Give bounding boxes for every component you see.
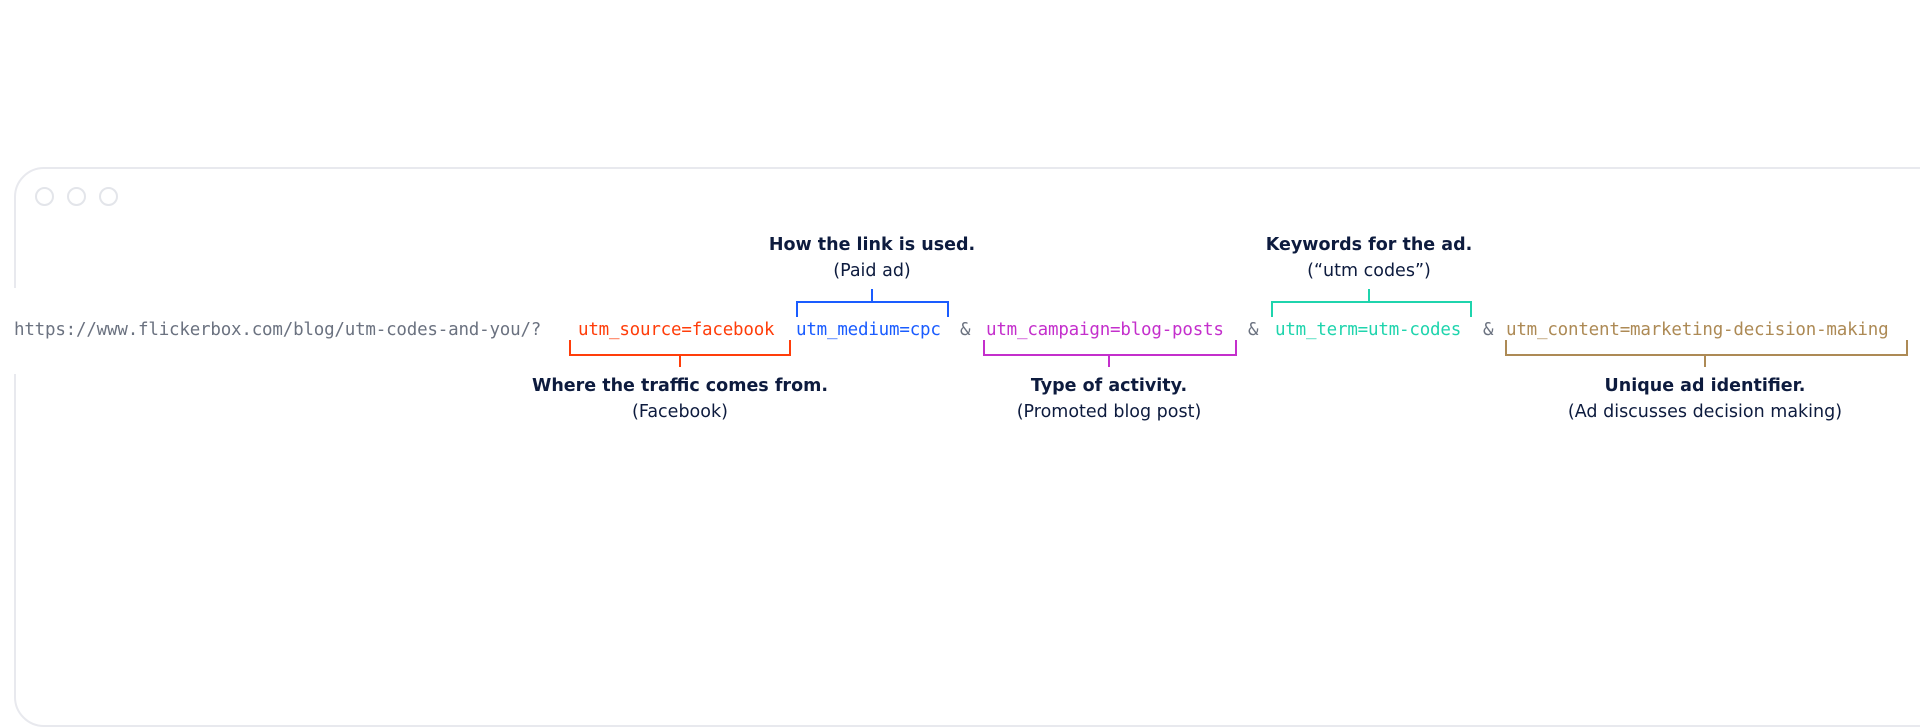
url-base: https://www.flickerbox.com/blog/utm-code… (14, 320, 542, 340)
bracket-utm-content (1505, 340, 1908, 356)
bracket-stem (1108, 355, 1110, 367)
bracket-stem (679, 355, 681, 367)
separator: & (1483, 320, 1494, 340)
annotation-subtitle: (Paid ad) (833, 261, 911, 281)
annotation-title: Where the traffic comes from. (532, 376, 828, 396)
bracket-utm-medium (796, 301, 949, 317)
window-close-dot-icon[interactable] (35, 187, 54, 206)
annotation-utm-content: Unique ad identifier. (Ad discusses deci… (1568, 373, 1842, 425)
param-utm-content: utm_content=marketing-decision-making (1506, 320, 1889, 340)
bracket-utm-campaign (983, 340, 1237, 356)
param-utm-source: utm_source=facebook (578, 320, 775, 340)
annotation-subtitle: (Ad discusses decision making) (1567, 402, 1843, 422)
param-utm-campaign: utm_campaign=blog-posts (986, 320, 1224, 340)
bracket-stem (1704, 355, 1706, 367)
annotation-subtitle: (Promoted blog post) (1016, 402, 1202, 422)
annotation-utm-source: Where the traffic comes from. (Facebook) (532, 373, 828, 425)
bracket-utm-term (1271, 301, 1472, 317)
separator: & (1248, 320, 1259, 340)
annotation-utm-campaign: Type of activity. (Promoted blog post) (1017, 373, 1202, 425)
annotation-utm-medium: How the link is used. (Paid ad) (769, 232, 975, 284)
url-band (0, 288, 1920, 374)
bracket-utm-source (569, 340, 791, 356)
annotation-title: Unique ad identifier. (1604, 376, 1806, 396)
separator: & (960, 320, 971, 340)
window-minimize-dot-icon[interactable] (67, 187, 86, 206)
annotation-title: How the link is used. (768, 235, 976, 255)
param-utm-term: utm_term=utm-codes (1275, 320, 1462, 340)
annotation-title: Type of activity. (1030, 376, 1188, 396)
bracket-stem (871, 289, 873, 301)
param-utm-medium: utm_medium=cpc (796, 320, 941, 340)
window-maximize-dot-icon[interactable] (99, 187, 118, 206)
annotation-subtitle: (Facebook) (632, 402, 728, 422)
annotation-title: Keywords for the ad. (1265, 235, 1473, 255)
annotation-utm-term: Keywords for the ad. (“utm codes”) (1266, 232, 1473, 284)
bracket-stem (1368, 289, 1370, 301)
annotation-subtitle: (“utm codes”) (1307, 261, 1431, 281)
